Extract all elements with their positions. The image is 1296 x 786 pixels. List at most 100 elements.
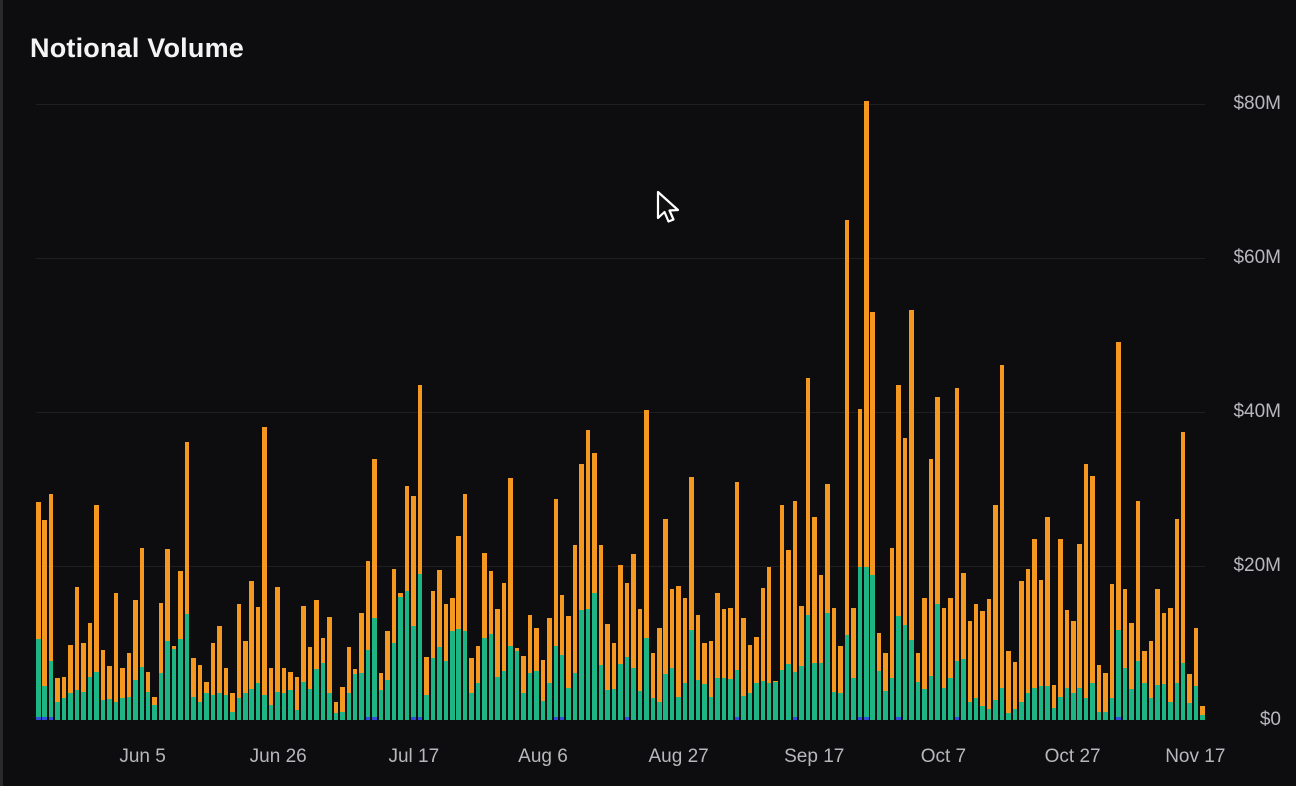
bar[interactable] <box>281 667 287 720</box>
bar[interactable] <box>365 561 371 720</box>
bar[interactable] <box>818 575 824 720</box>
bar[interactable] <box>669 589 675 720</box>
bar[interactable] <box>217 626 222 720</box>
bar[interactable] <box>876 633 882 720</box>
bar[interactable] <box>482 552 487 720</box>
bar[interactable] <box>889 548 895 720</box>
bar[interactable] <box>663 519 668 720</box>
bar[interactable] <box>792 500 798 720</box>
bar[interactable] <box>107 666 112 720</box>
bar[interactable] <box>786 549 791 720</box>
bar[interactable] <box>728 607 733 720</box>
bar[interactable] <box>760 587 765 720</box>
bar[interactable] <box>1012 661 1018 720</box>
bar[interactable] <box>857 409 863 720</box>
bar[interactable] <box>1168 607 1173 720</box>
bar[interactable] <box>294 676 300 720</box>
bar[interactable] <box>851 608 856 720</box>
bar[interactable] <box>922 598 927 720</box>
bar[interactable] <box>385 631 390 720</box>
bar[interactable] <box>948 598 953 720</box>
bar[interactable] <box>184 442 190 720</box>
bar[interactable] <box>547 617 552 720</box>
bar[interactable] <box>450 598 455 720</box>
bar[interactable] <box>1103 673 1108 720</box>
bar[interactable] <box>1006 651 1011 720</box>
bar[interactable] <box>553 498 558 720</box>
bar[interactable] <box>94 505 99 720</box>
bar[interactable] <box>812 516 817 720</box>
bar[interactable] <box>469 658 474 720</box>
bar[interactable] <box>980 611 985 720</box>
bar[interactable] <box>1109 583 1115 720</box>
bar[interactable] <box>741 618 746 720</box>
bar[interactable] <box>204 681 209 720</box>
bar[interactable] <box>540 659 546 720</box>
bar[interactable] <box>650 653 656 720</box>
bar[interactable] <box>1038 579 1044 720</box>
bar[interactable] <box>508 478 513 720</box>
bar[interactable] <box>1129 622 1134 720</box>
bar[interactable] <box>909 310 914 720</box>
bar[interactable] <box>773 680 778 720</box>
bar[interactable] <box>68 645 73 720</box>
bar[interactable] <box>527 615 533 720</box>
bar[interactable] <box>844 219 850 720</box>
bar[interactable] <box>605 623 610 720</box>
bar[interactable] <box>223 668 229 720</box>
bar[interactable] <box>398 592 403 720</box>
bar[interactable] <box>249 581 254 720</box>
bar[interactable] <box>1071 621 1076 720</box>
bar[interactable] <box>618 565 623 720</box>
bar[interactable] <box>624 583 630 720</box>
bar[interactable] <box>171 646 177 720</box>
bar[interactable] <box>61 676 67 720</box>
bar[interactable] <box>682 597 688 720</box>
bar[interactable] <box>941 608 947 720</box>
bar[interactable] <box>1019 581 1024 720</box>
bar[interactable] <box>521 656 526 720</box>
bar[interactable] <box>689 477 694 720</box>
bar[interactable] <box>1161 612 1167 720</box>
bar[interactable] <box>1116 342 1121 720</box>
bar[interactable] <box>113 592 119 720</box>
bar[interactable] <box>417 384 423 720</box>
bar[interactable] <box>197 665 203 720</box>
bar[interactable] <box>534 627 539 720</box>
bar[interactable] <box>870 311 875 720</box>
bar[interactable] <box>721 609 727 720</box>
bar[interactable] <box>1122 589 1128 720</box>
bar[interactable] <box>411 496 416 720</box>
bar[interactable] <box>572 545 578 720</box>
bar[interactable] <box>973 603 979 720</box>
bar[interactable] <box>902 438 908 720</box>
bar[interactable] <box>961 572 966 720</box>
bar[interactable] <box>708 641 714 720</box>
bar[interactable] <box>779 505 785 720</box>
bar[interactable] <box>210 643 216 720</box>
bar[interactable] <box>87 623 93 720</box>
bar[interactable] <box>896 384 901 720</box>
bar[interactable] <box>100 649 106 720</box>
bar[interactable] <box>475 646 481 720</box>
bar[interactable] <box>1083 463 1089 720</box>
bar[interactable] <box>359 612 364 720</box>
bar[interactable] <box>288 671 293 720</box>
bar[interactable] <box>637 609 643 720</box>
bar[interactable] <box>372 458 377 720</box>
bar[interactable] <box>320 638 326 720</box>
bar[interactable] <box>456 535 461 720</box>
bar[interactable] <box>1058 539 1063 720</box>
bar[interactable] <box>592 452 597 720</box>
bar[interactable] <box>178 571 183 720</box>
bar[interactable] <box>495 609 500 720</box>
bar[interactable] <box>126 653 132 720</box>
bar[interactable] <box>1193 627 1199 720</box>
bar[interactable] <box>566 616 571 720</box>
bar[interactable] <box>48 494 54 720</box>
bar[interactable] <box>805 378 811 720</box>
bar[interactable] <box>314 599 319 720</box>
bar[interactable] <box>262 426 267 720</box>
bar[interactable] <box>559 594 565 720</box>
bar[interactable] <box>766 566 772 720</box>
